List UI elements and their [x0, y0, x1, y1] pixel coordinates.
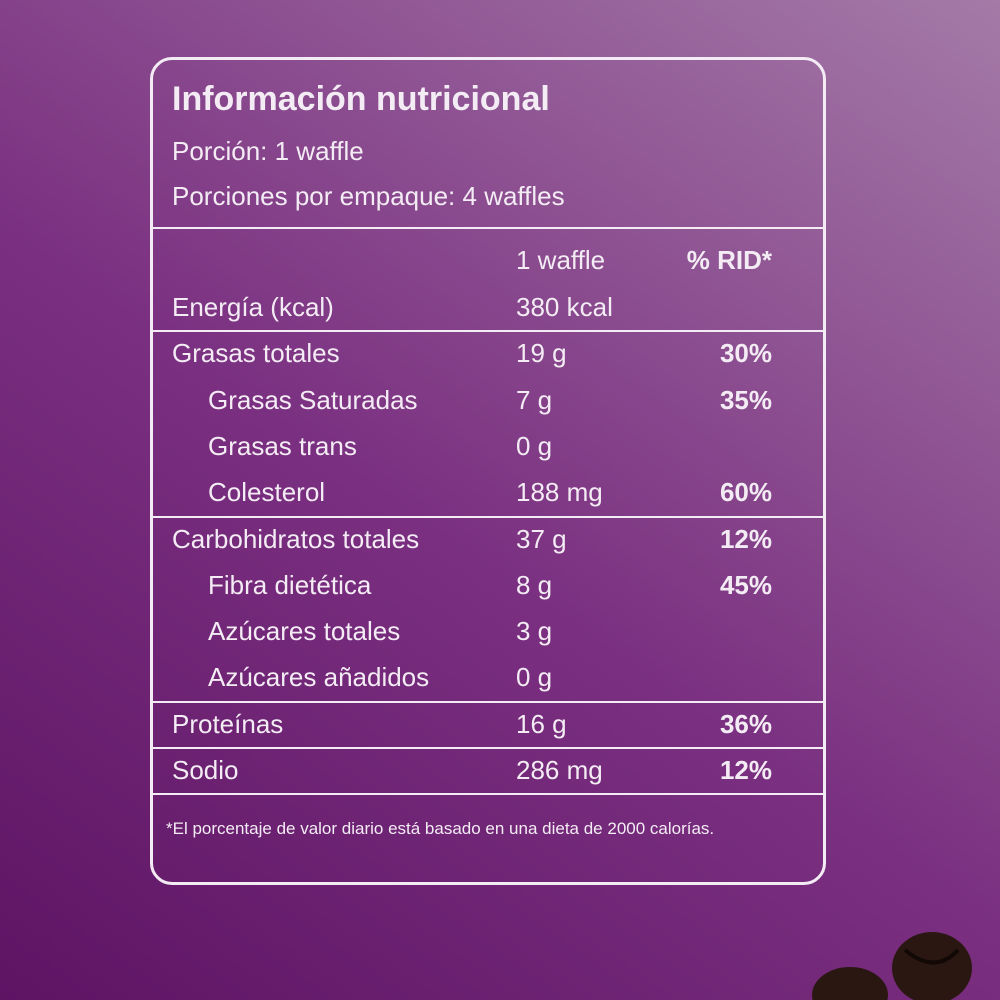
- divider: [150, 747, 826, 749]
- footnote: *El porcentaje de valor diario está basa…: [166, 819, 715, 838]
- column-header: 1 waffle: [516, 245, 606, 275]
- nutrient-amount: 37 g: [516, 523, 567, 554]
- divider: [150, 227, 826, 229]
- nutrient-rid: 36%: [719, 708, 772, 739]
- nutrient-amount: 380 kcal: [516, 292, 613, 322]
- nutrient-rid: 12%: [719, 755, 772, 785]
- divider: [150, 330, 826, 333]
- nutrient-name: Grasas totales: [172, 338, 340, 369]
- nutrient-name: Colesterol: [208, 477, 326, 508]
- divider: [150, 700, 826, 703]
- nutrient-amount: 0 g: [516, 430, 553, 461]
- serving: Porción: 1 waffle: [172, 136, 364, 166]
- nutrient-name: Fibra dietética: [208, 569, 372, 600]
- label-box: [150, 57, 826, 885]
- nutrient-amount: 0 g: [516, 662, 553, 693]
- nutrient-amount: 286 mg: [516, 755, 603, 785]
- nutrient-name: Proteínas: [172, 708, 284, 739]
- nutrient-amount: 188 mg: [516, 477, 603, 508]
- nutrient-rid: 45%: [719, 569, 772, 600]
- nutrient-name: Azúcares totales: [208, 616, 401, 647]
- nutrient-rid: 35%: [719, 384, 772, 415]
- column-header: % RID*: [686, 245, 772, 275]
- nutrient-name: Energía (kcal): [172, 292, 334, 322]
- divider: [150, 793, 826, 796]
- nutrient-rid: 60%: [719, 477, 772, 508]
- nutrient-amount: 19 g: [516, 338, 567, 369]
- servings: Porciones por empaque: 4 waffles: [172, 181, 565, 211]
- nutrient-amount: 16 g: [516, 708, 567, 739]
- nutrient-name: Grasas Saturadas: [208, 384, 418, 415]
- title: Información nutricional: [172, 80, 550, 118]
- nutrient-name: Azúcares añadidos: [208, 662, 430, 693]
- nutrient-amount: 7 g: [516, 384, 553, 415]
- divider: [150, 515, 826, 518]
- nutrient-rid: 12%: [719, 523, 772, 554]
- nutrient-amount: 3 g: [516, 616, 553, 647]
- nutrient-rid: 30%: [719, 338, 772, 369]
- nutrient-amount: 8 g: [516, 569, 553, 600]
- nutrient-name: Carbohidratos totales: [172, 523, 420, 554]
- nutrient-name: Sodio: [172, 755, 239, 785]
- nutrient-name: Grasas trans: [208, 430, 357, 461]
